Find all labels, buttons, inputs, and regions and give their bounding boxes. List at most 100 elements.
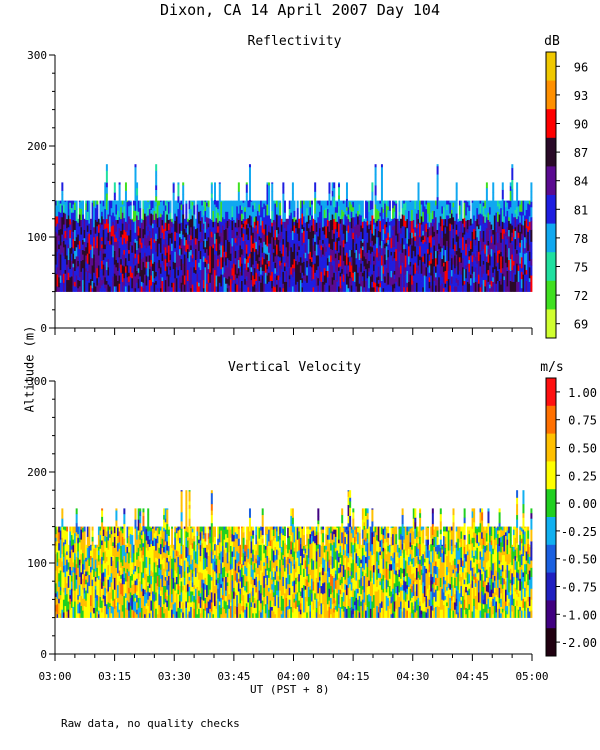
heatmap-cell xyxy=(469,248,472,256)
heatmap-cell xyxy=(477,228,480,241)
heatmap-cell xyxy=(147,575,150,583)
heatmap-cell xyxy=(72,285,75,292)
heatmap-cell xyxy=(97,595,100,607)
heatmap-cell xyxy=(129,557,132,564)
heatmap-cell xyxy=(241,275,244,281)
heatmap-cell xyxy=(295,250,298,261)
heatmap-cell xyxy=(303,230,306,243)
heatmap-cell xyxy=(318,205,321,212)
heatmap-cell xyxy=(487,281,490,292)
heatmap-cell xyxy=(64,213,67,225)
heatmap-cell xyxy=(124,544,127,553)
heatmap-cell xyxy=(136,568,139,579)
heatmap-cell xyxy=(419,200,422,210)
heatmap-cell xyxy=(396,218,399,228)
heatmap-cell xyxy=(519,226,522,232)
heatmap-cell xyxy=(307,238,310,246)
heatmap-cell xyxy=(182,185,185,195)
heatmap-cell xyxy=(163,249,166,258)
heatmap-cell xyxy=(94,219,97,225)
heatmap-cell xyxy=(252,256,255,265)
heatmap-cell xyxy=(172,282,175,292)
heatmap-cell xyxy=(415,227,418,239)
heatmap-cell xyxy=(190,591,193,603)
heatmap-cell xyxy=(129,533,132,545)
heatmap-cell xyxy=(91,602,94,612)
heatmap-cell xyxy=(218,276,221,283)
heatmap-cell xyxy=(77,557,80,568)
heatmap-cell xyxy=(83,593,86,599)
heatmap-cell xyxy=(175,240,178,251)
heatmap-cell xyxy=(309,200,312,208)
colorbar-label: 84 xyxy=(574,175,588,189)
heatmap-cell xyxy=(492,258,495,268)
heatmap-cell xyxy=(274,277,277,288)
heatmap-cell xyxy=(167,571,170,577)
heatmap-cell xyxy=(436,245,439,251)
heatmap-cell xyxy=(72,247,75,254)
heatmap-cell xyxy=(86,547,89,560)
heatmap-cell xyxy=(444,211,447,220)
heatmap-cell xyxy=(365,280,368,292)
heatmap-cell xyxy=(225,239,228,252)
heatmap-cell xyxy=(196,222,199,229)
heatmap-cell xyxy=(498,200,501,204)
heatmap-cell xyxy=(248,206,251,212)
heatmap-cell xyxy=(99,567,102,574)
heatmap-cell xyxy=(280,231,283,240)
heatmap-cell xyxy=(338,263,341,268)
heatmap-cell xyxy=(234,226,237,239)
heatmap-cell xyxy=(117,240,119,253)
heatmap-cell xyxy=(136,578,139,586)
heatmap-cell xyxy=(89,273,92,280)
heatmap-cell xyxy=(159,543,162,551)
heatmap-cell xyxy=(317,229,320,237)
heatmap-cell xyxy=(223,277,226,282)
heatmap-cell xyxy=(101,247,104,253)
heatmap-cell xyxy=(463,202,466,208)
heatmap-cell xyxy=(438,210,441,219)
heatmap-cell xyxy=(225,265,228,270)
heatmap-cell xyxy=(299,207,302,219)
heatmap-cell xyxy=(288,250,291,258)
heatmap-cell xyxy=(131,219,134,228)
heatmap-cell xyxy=(477,251,480,261)
heatmap-cell xyxy=(204,200,207,202)
heatmap-cell xyxy=(336,281,339,292)
heatmap-cell xyxy=(304,211,307,223)
heatmap-cell xyxy=(347,265,350,271)
heatmap-cell xyxy=(338,237,341,241)
heatmap-cell xyxy=(355,264,358,275)
heatmap-cell xyxy=(404,286,407,292)
heatmap-cell xyxy=(58,235,61,241)
heatmap-cell xyxy=(158,552,161,559)
heatmap-cell xyxy=(148,526,151,531)
heatmap-cell xyxy=(77,526,80,535)
heatmap-cell xyxy=(136,274,139,283)
heatmap-cell xyxy=(315,210,318,220)
heatmap-cell xyxy=(320,271,323,282)
heatmap-cell xyxy=(83,229,86,239)
heatmap-cell xyxy=(527,250,530,261)
heatmap-cell xyxy=(388,257,391,269)
heatmap-cell xyxy=(241,237,244,250)
heatmap-cell xyxy=(366,263,369,272)
heatmap-cell xyxy=(89,572,92,581)
heatmap-cell xyxy=(166,606,169,618)
heatmap-cell xyxy=(124,272,127,281)
heatmap-cell xyxy=(183,250,186,255)
heatmap-cell xyxy=(206,283,209,292)
heatmap-cell xyxy=(452,200,455,203)
heatmap-cell xyxy=(341,258,344,270)
heatmap-cell xyxy=(70,270,73,277)
heatmap-cell xyxy=(245,182,248,185)
heatmap-cell xyxy=(307,206,310,216)
heatmap-cell xyxy=(460,220,463,233)
heatmap-cell xyxy=(177,589,180,595)
heatmap-cell xyxy=(107,258,110,268)
heatmap-cell xyxy=(419,271,422,284)
heatmap-cell xyxy=(136,210,139,216)
heatmap-cell xyxy=(115,525,118,534)
heatmap-cell xyxy=(380,280,383,292)
heatmap-cell xyxy=(314,182,317,192)
